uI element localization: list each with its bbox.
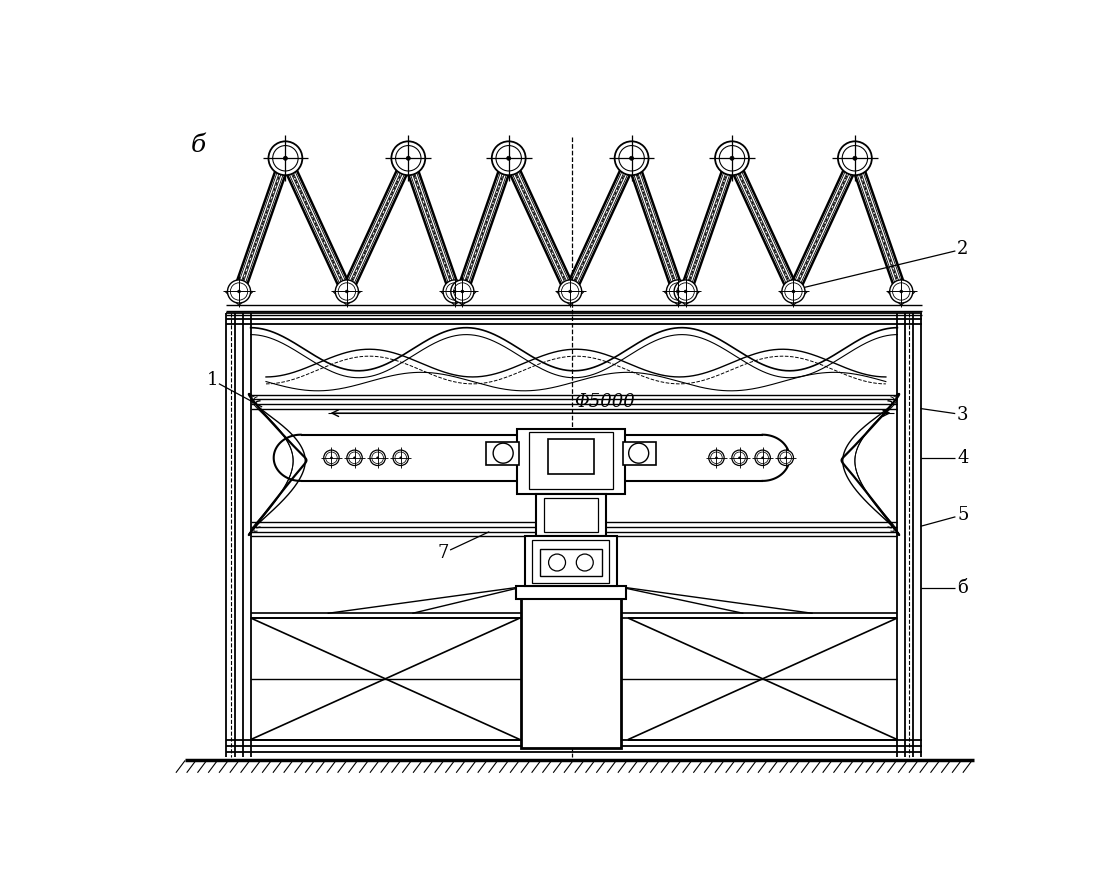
Circle shape	[237, 290, 241, 292]
Circle shape	[335, 280, 358, 303]
Circle shape	[755, 450, 771, 466]
Bar	[536, 494, 606, 536]
Circle shape	[376, 457, 379, 459]
Polygon shape	[448, 292, 476, 305]
Circle shape	[577, 554, 594, 571]
Circle shape	[559, 280, 581, 303]
Circle shape	[782, 280, 805, 303]
Bar	[623, 442, 655, 465]
Circle shape	[674, 280, 697, 303]
Circle shape	[628, 444, 648, 463]
Circle shape	[391, 141, 426, 175]
Circle shape	[354, 457, 355, 459]
Text: б: б	[190, 133, 206, 156]
Polygon shape	[333, 292, 361, 305]
Text: 7: 7	[438, 544, 449, 562]
Text: 2: 2	[958, 240, 969, 258]
Bar	[544, 498, 598, 533]
Circle shape	[324, 450, 339, 466]
Polygon shape	[780, 292, 808, 305]
Text: б: б	[958, 579, 968, 597]
Circle shape	[852, 156, 857, 160]
Circle shape	[347, 450, 362, 466]
Circle shape	[629, 156, 634, 160]
Bar	[532, 541, 609, 582]
Circle shape	[407, 156, 410, 160]
Circle shape	[345, 290, 348, 292]
Circle shape	[785, 457, 786, 459]
Polygon shape	[672, 292, 700, 305]
Circle shape	[792, 290, 795, 292]
Circle shape	[227, 280, 251, 303]
Bar	[524, 536, 617, 587]
Circle shape	[393, 450, 409, 466]
Polygon shape	[441, 292, 468, 305]
Circle shape	[838, 141, 871, 175]
Circle shape	[269, 141, 302, 175]
Text: 3: 3	[958, 405, 969, 424]
Circle shape	[716, 457, 718, 459]
Bar	[548, 439, 594, 474]
Circle shape	[400, 457, 402, 459]
Bar	[516, 587, 626, 598]
Circle shape	[684, 290, 687, 292]
Text: 1: 1	[206, 371, 218, 389]
Circle shape	[666, 280, 690, 303]
Text: 4: 4	[958, 449, 969, 467]
Circle shape	[549, 554, 566, 571]
Bar	[517, 428, 625, 494]
Circle shape	[709, 450, 725, 466]
Circle shape	[738, 457, 740, 459]
Circle shape	[450, 280, 474, 303]
Circle shape	[569, 290, 571, 292]
Circle shape	[370, 450, 385, 466]
Bar	[529, 432, 614, 489]
Polygon shape	[557, 292, 584, 305]
Circle shape	[731, 450, 747, 466]
Circle shape	[493, 444, 513, 463]
Circle shape	[330, 457, 333, 459]
Circle shape	[730, 156, 734, 160]
Circle shape	[615, 141, 648, 175]
Bar	[486, 442, 519, 465]
Circle shape	[778, 450, 793, 466]
Circle shape	[762, 457, 764, 459]
Circle shape	[444, 280, 466, 303]
Text: Φ5000: Φ5000	[575, 393, 635, 411]
Circle shape	[283, 156, 288, 160]
Circle shape	[454, 290, 456, 292]
Polygon shape	[273, 435, 790, 481]
Text: 5: 5	[958, 506, 969, 524]
Circle shape	[889, 280, 913, 303]
Polygon shape	[664, 292, 692, 305]
Circle shape	[899, 290, 903, 292]
Circle shape	[676, 290, 680, 292]
Polygon shape	[225, 292, 253, 305]
Polygon shape	[887, 292, 915, 305]
Circle shape	[506, 156, 511, 160]
Circle shape	[715, 141, 749, 175]
Bar	[540, 549, 601, 576]
Circle shape	[492, 141, 525, 175]
Circle shape	[461, 290, 464, 292]
Bar	[521, 587, 620, 748]
